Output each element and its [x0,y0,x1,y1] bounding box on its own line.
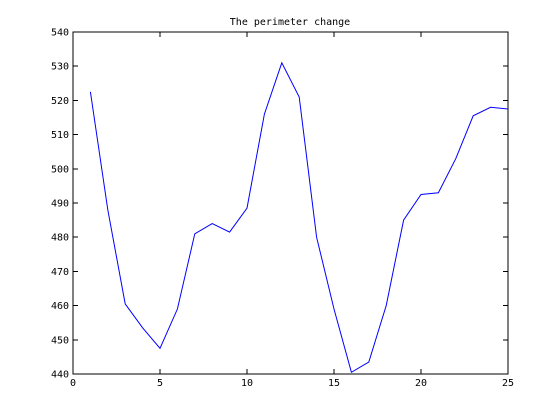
y-tick-labels: 440 450 460 470 480 490 500 510 520 530 540 [51,28,69,381]
x-tick-label: 15 [328,378,340,389]
y-tick-label: 530 [51,62,69,73]
y-tick-label: 540 [51,28,69,39]
x-tick-label: 5 [157,378,163,389]
series-group [89,61,509,374]
y-tick-label: 510 [51,130,69,141]
y-tick-label: 440 [51,370,69,381]
axis-ticks [72,31,509,375]
axes-frame [72,31,509,375]
x-tick-labels: 0 5 10 15 20 25 [70,378,514,389]
y-tick-label: 460 [51,301,69,312]
y-tick-label: 480 [51,233,69,244]
x-tick-label: 25 [502,378,514,389]
y-tick-label: 500 [51,164,69,175]
y-tick-label: 520 [51,96,69,107]
chart-title: The perimeter change [230,17,350,28]
x-tick-label: 10 [241,378,253,389]
y-tick-label: 490 [51,199,69,210]
plot-area: 0 5 10 15 20 25 44045046047048049050051052053… [51,28,514,390]
y-tick-label: 470 [51,267,69,278]
y-tick-label: 450 [51,335,69,346]
series-line [89,61,509,374]
x-tick-label: 20 [415,378,427,389]
x-tick-label: 0 [70,378,76,389]
